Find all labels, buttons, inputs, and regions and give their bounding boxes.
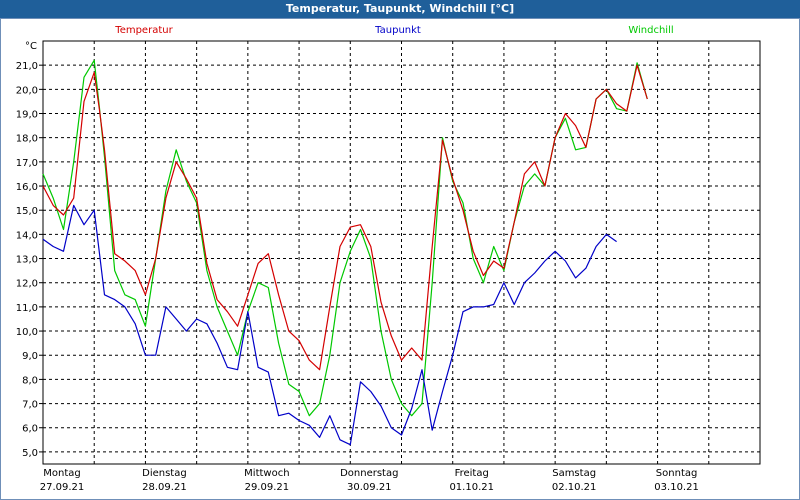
x-tick-day: Sonntag <box>656 468 698 479</box>
y-tick-label: 20,0 <box>16 85 38 96</box>
y-axis-unit-label: °C <box>25 41 37 52</box>
x-tick-day: Mittwoch <box>244 468 289 479</box>
x-tick-date: 30.09.21 <box>347 482 392 493</box>
chart-title: Temperatur, Taupunkt, Windchill [°C] <box>0 0 800 18</box>
legend-temperatur: Temperatur <box>114 25 173 36</box>
y-tick-label: 14,0 <box>16 230 38 241</box>
series-line-taupunkt <box>42 204 617 446</box>
legend-taupunkt: Taupunkt <box>374 25 421 36</box>
x-tick-day: Donnerstag <box>340 468 398 479</box>
y-tick-label: 10,0 <box>16 327 38 338</box>
y-tick-label: 18,0 <box>16 134 38 145</box>
line-chart: 5,0 6,0 7,0 8,0 9,0 10,0 11,0 12,0 13,0 14,0 15,0 1… <box>16 25 761 493</box>
x-tick-date: 03.10.21 <box>654 482 699 493</box>
y-tick-label: 17,0 <box>16 158 38 169</box>
y-tick-label: 8,0 <box>22 375 38 386</box>
y-tick-label: 7,0 <box>22 400 38 411</box>
x-tick-day: Samstag <box>552 468 596 479</box>
x-tick-day: Montag <box>43 468 80 479</box>
x-tick-date: 01.10.21 <box>449 482 494 493</box>
y-tick-label: 16,0 <box>16 182 38 193</box>
x-tick-date: 27.09.21 <box>40 482 85 493</box>
y-tick-label: 6,0 <box>22 424 38 435</box>
y-tick-label: 21,0 <box>16 61 38 72</box>
series-line-temperatur <box>42 64 648 371</box>
x-tick-date: 28.09.21 <box>142 482 187 493</box>
x-tick-date: 02.10.21 <box>552 482 597 493</box>
x-tick-day: Freitag <box>455 468 489 479</box>
x-tick-day: Dienstag <box>142 468 187 479</box>
x-tick-date: 29.09.21 <box>245 482 290 493</box>
y-tick-label: 9,0 <box>22 351 38 362</box>
chart-frame: 5,0 6,0 7,0 8,0 9,0 10,0 11,0 12,0 13,0 14,0 15,0 1… <box>0 18 800 500</box>
legend-windchill: Windchill <box>628 25 673 36</box>
y-tick-label: 15,0 <box>16 206 38 217</box>
y-tick-label: 11,0 <box>16 303 38 314</box>
y-tick-label: 5,0 <box>22 448 38 459</box>
y-tick-label: 13,0 <box>16 255 38 266</box>
y-tick-label: 19,0 <box>16 110 38 121</box>
y-tick-label: 12,0 <box>16 279 38 290</box>
